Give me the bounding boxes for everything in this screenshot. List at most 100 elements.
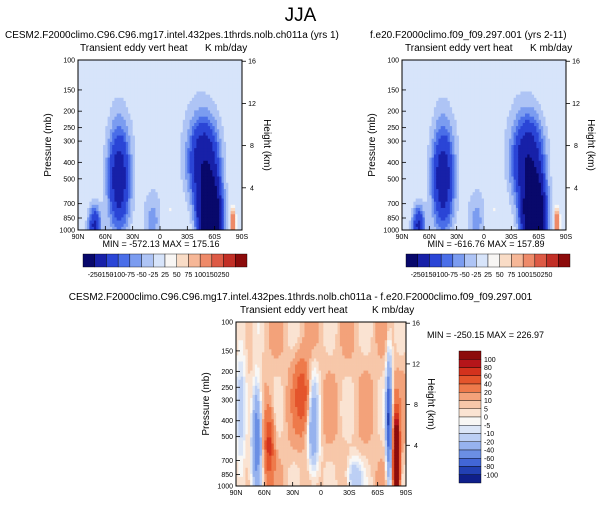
- diff-ylabel: Pressure (mb): [201, 372, 212, 435]
- diff-ytick-label: 850: [221, 472, 233, 479]
- panel-b-colorbar-swatch: [476, 253, 489, 268]
- panel-a-colorbar-swatch: [82, 253, 95, 268]
- panel-b-colorbar-swatch: [546, 253, 559, 268]
- diff-colorbar-label: 80: [484, 365, 492, 372]
- panel-a-htick-label: 16: [248, 59, 256, 66]
- panel-b-colorbar-swatch: [405, 253, 418, 268]
- diff-htick-label: 4: [414, 443, 418, 450]
- panel-a-ytick-label: 200: [63, 109, 75, 116]
- panel-a-colorbar-label: 50: [173, 272, 181, 279]
- diff-htick-label: 16: [412, 321, 420, 328]
- diff-title: CESM2.F2000climo.C96.C96.mg17.intel.432p…: [68, 292, 533, 303]
- diff-colorbar-swatch: [458, 392, 482, 401]
- diff-colorbar-label: -80: [484, 464, 494, 471]
- panel-a-ytick-label: 1000: [59, 228, 75, 235]
- panel-a-colorbar-label: 250: [218, 272, 230, 279]
- panel-b-colorbar-label: 25: [484, 272, 492, 279]
- panel-a-stats: MIN = -572.13 MAX = 175.16: [102, 239, 220, 249]
- panel-b-plot: 90N 60N 30N 0 30S 60S 90S 100 150 200 250 300 400 500…: [367, 58, 596, 242]
- panel-a-xtick-label: 90N: [72, 234, 85, 241]
- diff-ytick-label: 500: [221, 434, 233, 441]
- panel-a-units: K mb/day: [205, 43, 248, 54]
- diff-colorbar-label: -60: [484, 456, 494, 463]
- panel-a-plot: 90N 60N 30N 0 30S 60S 90S 100 150 200 250 300 400 500…: [43, 58, 272, 242]
- panel-a-colorbar-label: 100: [194, 272, 206, 279]
- diff-ytick-label: 250: [221, 385, 233, 392]
- panel-b-colorbar-label: -100: [434, 272, 448, 279]
- panel-a-field: [78, 60, 243, 231]
- diff-ytick-label: 300: [221, 398, 233, 405]
- panel-b-colorbar-swatch: [452, 253, 465, 268]
- diff-colorbar-swatch: [458, 375, 482, 385]
- panel-b-ytick-label: 700: [387, 201, 399, 208]
- panel-a-ytick-label: 500: [63, 176, 75, 183]
- panel-a-colorbar-swatch: [223, 253, 236, 268]
- panel-b-field: [402, 60, 567, 231]
- panel-b-colorbar-label: -50: [460, 272, 470, 279]
- panel-a-xtick-label: 0: [158, 234, 162, 241]
- diff-colorbar-label: -40: [484, 448, 494, 455]
- panel-b-xtick-label: 30S: [505, 234, 518, 241]
- panel-b-colorbar-label: -25: [471, 272, 481, 279]
- diff-htick-label: 8: [414, 402, 418, 409]
- panel-a-htick-label: 8: [250, 143, 254, 150]
- panel-b-title: f.e20.F2000climo.f09_f09.297.001 (yrs 2-…: [370, 30, 567, 41]
- panel-a-colorbar-swatch: [188, 253, 201, 268]
- panel-a-ylabel-right: Height (km): [261, 119, 272, 171]
- diff-field: [236, 322, 407, 487]
- panel-a-ytick-label: 700: [63, 201, 75, 208]
- panel-b-colorbar-swatch: [558, 253, 571, 268]
- diff-colorbar-label: -100: [484, 472, 498, 479]
- panel-b-xtick-label: 0: [482, 234, 486, 241]
- panel-b-colorbar-label: -75: [448, 272, 458, 279]
- diff-xtick-label: 60N: [258, 490, 271, 497]
- diff-xtick-label: 0: [319, 490, 323, 497]
- diff-left-label: Transient eddy vert heat: [240, 305, 348, 316]
- diff-colorbar-label: 40: [484, 382, 492, 389]
- panel-a-xtick-label: 30S: [181, 234, 194, 241]
- diff-colorbar-swatch: [458, 408, 482, 418]
- panel-b-units: K mb/day: [530, 43, 573, 54]
- panel-b-ylabel: Pressure (mb): [367, 113, 378, 176]
- diff-colorbar-label: 100: [484, 357, 496, 364]
- panel-a-ytick-label: 150: [63, 87, 75, 94]
- panel-a-colorbar-swatch: [129, 253, 142, 268]
- diff-colorbar-label: 60: [484, 373, 492, 380]
- panel-a-colorbar-label: -25: [148, 272, 158, 279]
- panel-a-colorbar-swatch: [176, 253, 189, 268]
- panel-a-ytick-label: 250: [63, 125, 75, 132]
- diff-colorbar-swatch: [458, 383, 482, 393]
- panel-b-colorbar-swatch: [511, 253, 524, 268]
- diff-colorbar-label: -20: [484, 439, 494, 446]
- panel-b-colorbar-label: 250: [541, 272, 553, 279]
- diff-colorbar-swatch: [458, 350, 482, 360]
- panel-a-colorbar-label: 75: [185, 272, 193, 279]
- panel-a-colorbar-swatch: [94, 253, 107, 268]
- panel-b-xtick-label: 60N: [423, 234, 436, 241]
- diff-xtick-label: 90N: [230, 490, 243, 497]
- diff-ylabel-right: Height (km): [425, 378, 436, 430]
- panel-a-colorbar-label: -250: [88, 272, 102, 279]
- panel-b-ytick-label: 300: [387, 139, 399, 146]
- panel-b-colorbar-label: 100: [517, 272, 529, 279]
- panel-b-xtick-label: 30N: [450, 234, 463, 241]
- panel-b-colorbar-label: 75: [508, 272, 516, 279]
- diff-plot: 90N 60N 30N 0 30S 60S 90S 100 150 200 250 300 400 500…: [201, 320, 436, 498]
- diff-htick-label: 12: [412, 361, 420, 368]
- panel-a-ytick-label: 850: [63, 216, 75, 223]
- panel-b-xtick-label: 90N: [396, 234, 409, 241]
- panel-a-colorbar-label: 25: [161, 272, 169, 279]
- panel-b-ytick-label: 150: [387, 87, 399, 94]
- diff-colorbar-label: -5: [484, 423, 490, 430]
- diff-colorbar-swatch: [458, 466, 482, 475]
- season-title: JJA: [284, 5, 317, 26]
- panel-b-xtick-label: 90S: [560, 234, 573, 241]
- diff-ytick-label: 200: [221, 369, 233, 376]
- diff-colorbar-label: 5: [484, 406, 488, 413]
- diff-ytick-label: 1000: [217, 484, 233, 491]
- panel-b-htick-label: 4: [574, 185, 578, 192]
- panel-a-colorbar-swatch: [235, 253, 248, 268]
- diff-xtick-label: 90S: [400, 490, 413, 497]
- diff-colorbar-swatch: [458, 400, 482, 409]
- panel-a-title: CESM2.F2000climo.C96.C96.mg17.intel.432p…: [5, 30, 339, 41]
